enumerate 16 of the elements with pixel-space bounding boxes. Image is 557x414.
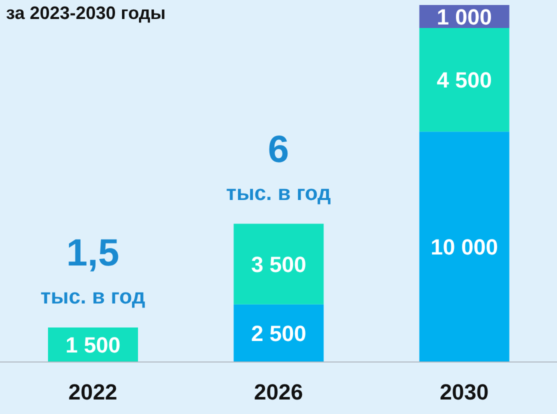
bar bbox=[419, 132, 510, 362]
chart-title: за 2023-2030 годы bbox=[6, 3, 166, 24]
data-label: 1 000 bbox=[436, 4, 492, 30]
x-tick-label: 2030 bbox=[440, 380, 489, 405]
x-tick-label: 2022 bbox=[68, 380, 118, 405]
data-label: 4 500 bbox=[436, 68, 492, 93]
bar bbox=[234, 224, 324, 304]
bar bbox=[419, 28, 510, 132]
x-tick-label: 2026 bbox=[254, 380, 303, 405]
data-label: 10 000 bbox=[430, 234, 498, 260]
data-label: 1 500 bbox=[65, 332, 121, 358]
bar bbox=[234, 304, 324, 362]
data-label: 2 500 bbox=[251, 321, 306, 346]
annotation: 1,5 тыс. в год bbox=[40, 232, 146, 308]
annotation: 6 тыс. в год bbox=[226, 128, 331, 205]
data-label: 3 500 bbox=[251, 252, 306, 277]
